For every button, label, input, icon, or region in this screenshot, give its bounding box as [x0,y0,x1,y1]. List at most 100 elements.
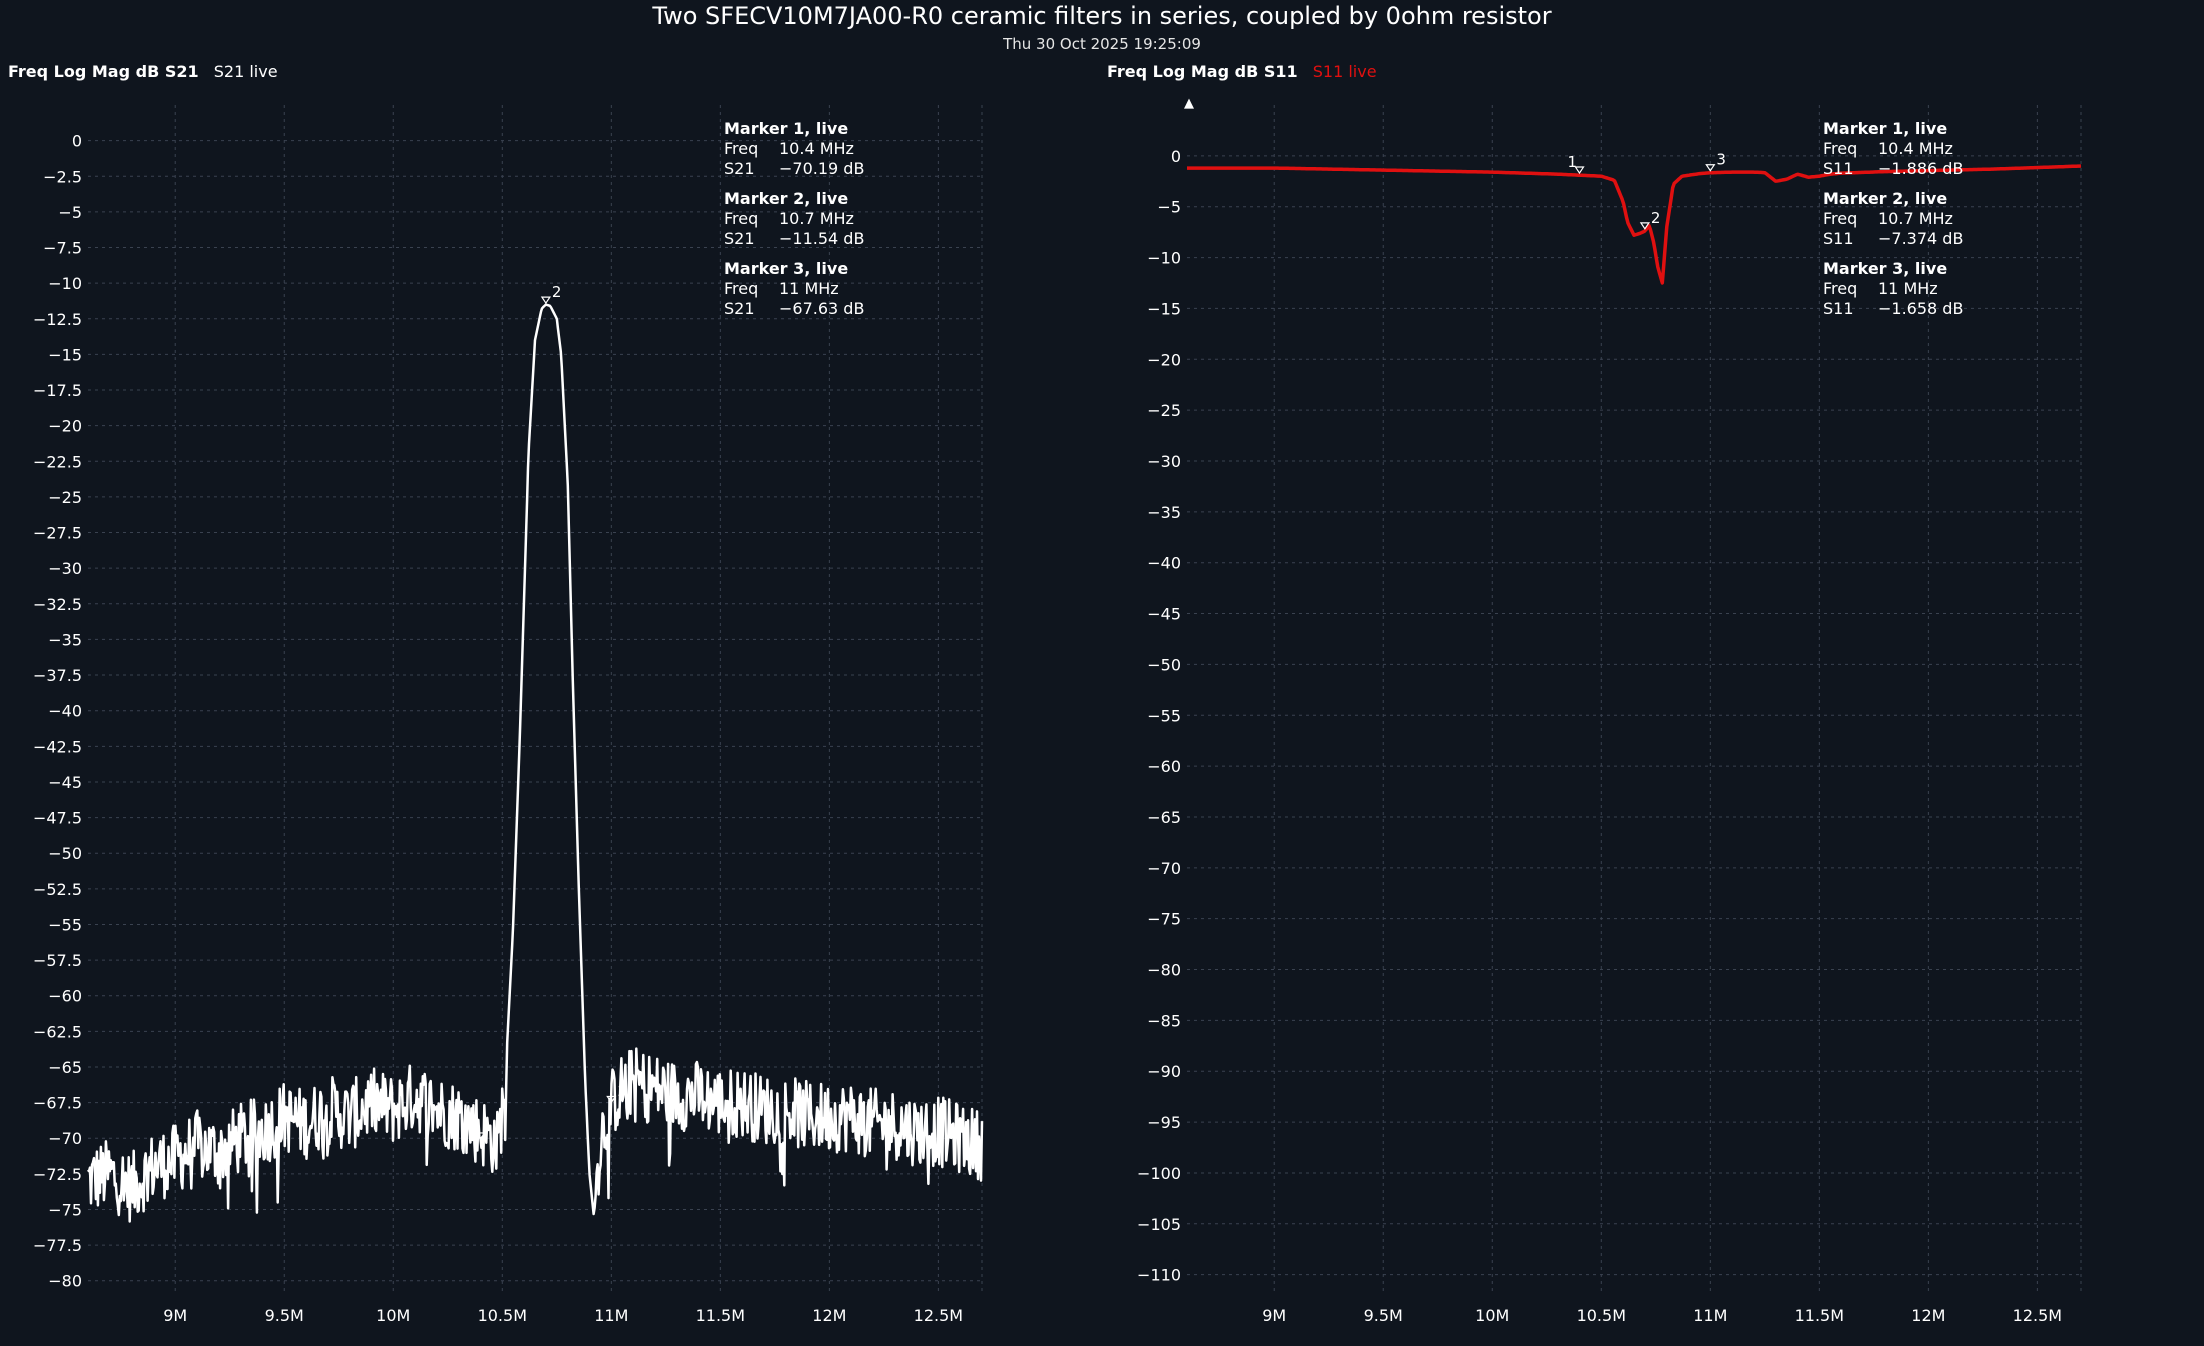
y-tick-label: −50 [48,844,82,863]
marker-readout-param-label: S11 [1823,159,1854,178]
marker-readout-title: Marker 1, live [724,119,848,138]
y-tick-label: −60 [48,987,82,1006]
marker-1-triangle[interactable] [475,1132,486,1141]
s21-chart: 0 −2.5 −5 −7.5 −10 −12.5 −15 −17.5 −20 −22.5 −25 −2… [33,105,984,1325]
marker-1-triangle[interactable] [1574,166,1585,175]
y-tick-label: 0 [72,132,82,151]
y-tick-label: −30 [1147,452,1181,471]
marker-2-label: 2 [552,283,562,301]
y-tick-label: −90 [1147,1062,1181,1081]
marker-3-triangle[interactable] [1705,164,1716,172]
s21-trace-line[interactable] [87,303,984,1223]
y-tick-label: −47.5 [33,809,82,828]
x-tick-label: 11.5M [696,1306,745,1325]
y-tick-label: −25 [48,488,82,507]
x-tick-label: 10M [376,1306,410,1325]
marker-readout-title: Marker 3, live [1823,259,1947,278]
marker-readout-title: Marker 2, live [1823,189,1947,208]
marker-readout-freq-value: 10.7 MHz [779,209,854,228]
y-tick-label: −70 [48,1129,82,1148]
x-tick-label: 9.5M [1364,1306,1403,1325]
y-tick-label: −105 [1137,1215,1181,1234]
y-tick-label: −45 [48,773,82,792]
x-tick-label: 9.5M [265,1306,304,1325]
y-tick-label: −100 [1137,1164,1181,1183]
y-tick-label: −35 [48,630,82,649]
marker-readout-freq-label: Freq [724,209,758,228]
y-tick-label: −40 [48,702,82,721]
marker-readout-param-label: S21 [724,299,755,318]
y-tick-label: −7.5 [43,239,82,258]
x-tick-label: 9M [1262,1306,1286,1325]
marker-readout-title: Marker 3, live [724,259,848,278]
x-tick-label: 12.5M [2013,1306,2062,1325]
y-tick-label: −55 [1147,706,1181,725]
y-tick-label: −22.5 [33,452,82,471]
y-tick-label: −52.5 [33,880,82,899]
marker-readout-param-value: −1.658 dB [1878,299,1963,318]
x-tick-label: 10.5M [1577,1306,1626,1325]
marker-readout-param-label: S21 [724,229,755,248]
marker-readout-freq-label: Freq [1823,209,1857,228]
y-tick-label: −110 [1137,1266,1181,1285]
y-tick-label: −20 [1147,350,1181,369]
y-tick-label: −40 [1147,554,1181,573]
x-tick-label: 12M [1911,1306,1945,1325]
s11-chart: 0 −5 −10 −15 −20 −25 −30 −35 −40 −45 −50 −55 −60 −65 −… [1137,96,2082,1325]
y-tick-label: −67.5 [33,1094,82,1113]
x-tick-label: 10.5M [478,1306,527,1325]
marker-2-triangle[interactable] [1639,222,1651,230]
marker-readout-freq-value: 10.7 MHz [1878,209,1953,228]
y-tick-label: −15 [1147,299,1181,318]
marker-readout-freq-label: Freq [1823,279,1857,298]
x-tick-label: 11M [1693,1306,1727,1325]
y-tick-label: −35 [1147,503,1181,522]
x-tick-label: 10M [1475,1306,1509,1325]
y-tick-label: −57.5 [33,951,82,970]
x-tick-label: 12M [812,1306,846,1325]
s21-trace-label[interactable]: S21 live [213,62,278,81]
marker-readout-freq-label: Freq [1823,139,1857,158]
y-tick-label: −62.5 [33,1022,82,1041]
marker-readout-freq-value: 11 MHz [1878,279,1938,298]
reference-level-marker[interactable]: ▲ [1184,96,1194,111]
chart-timestamp: Thu 30 Oct 2025 19:25:09 [1003,35,1201,53]
marker-readout-param-label: S21 [724,159,755,178]
s11-trace-label[interactable]: S11 live [1312,62,1377,81]
s11-trace-line[interactable] [1186,164,2082,285]
y-tick-label: −17.5 [33,381,82,400]
marker-3-label: 3 [617,1082,627,1100]
y-tick-label: −75 [1147,910,1181,929]
y-tick-label: −85 [1147,1011,1181,1030]
y-tick-label: −77.5 [33,1236,82,1255]
marker-readout-freq-value: 11 MHz [779,279,839,298]
y-tick-label: −12.5 [33,310,82,329]
y-tick-label: −80 [48,1272,82,1291]
marker-readout-param-value: −11.54 dB [779,229,864,248]
s21-trace-header: Freq Log Mag dB S21 S21 live [8,62,278,81]
y-tick-label: −70 [1147,859,1181,878]
marker-readout-freq-label: Freq [724,139,758,158]
y-tick-label: −55 [48,915,82,934]
marker-readout-param-label: S11 [1823,299,1854,318]
y-tick-label: −65 [1147,808,1181,827]
y-tick-label: −10 [1147,249,1181,268]
y-tick-label: −5 [1157,198,1181,217]
y-tick-label: −65 [48,1058,82,1077]
marker-2-triangle[interactable] [540,296,552,305]
y-tick-label: −15 [48,345,82,364]
chart-title: Two SFECV10M7JA00-R0 ceramic filters in … [652,2,1552,30]
y-tick-label: −27.5 [33,524,82,543]
marker-3-triangle[interactable] [606,1095,617,1104]
marker-readout-param-value: −67.63 dB [779,299,864,318]
y-tick-label: −30 [48,559,82,578]
y-tick-label: −20 [48,417,82,436]
marker-readout-freq-label: Freq [724,279,758,298]
y-tick-label: −72.5 [33,1165,82,1184]
y-tick-label: −37.5 [33,666,82,685]
y-tick-label: −10 [48,274,82,293]
marker-1-label: 1 [468,1119,478,1137]
marker-3-label: 3 [1716,151,1726,169]
x-tick-label: 9M [163,1306,187,1325]
